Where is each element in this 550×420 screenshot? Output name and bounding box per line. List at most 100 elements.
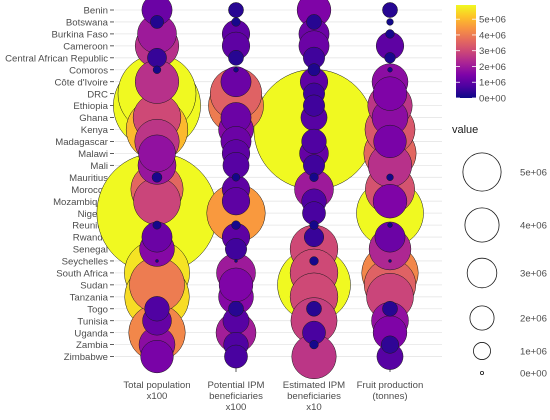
color-bar-label: 3e+06 (479, 46, 506, 57)
size-legend-circle (466, 257, 498, 289)
bubble-point: Seychelles — Total population x100 (155, 259, 159, 263)
bubble-point: Côte d'Ivoire — Potential IPM beneficiar… (220, 66, 252, 98)
y-tick-label: South Africa (56, 269, 108, 280)
y-tick-label: Sudan (80, 280, 108, 291)
bubble-point: Mozambique — Total population x100 (133, 177, 181, 225)
y-tick-label: Zimbabwe (64, 352, 108, 363)
color-bar-label: 4e+06 (479, 30, 506, 41)
bubble-point: Comoros — Estimated IPM beneficiaries x1… (307, 63, 321, 77)
bubble-point: Central African Republic — Potential IPM… (228, 50, 244, 66)
bubble-point: Rwanda — Estimated IPM beneficiaries x10 (304, 227, 324, 248)
bubble-point: Ethiopia — Estimated IPM beneficiaries x… (303, 94, 325, 117)
bubble-point: Seychelles — Fruit production (tonnes) (388, 259, 392, 263)
size-legend-label: 4e+06 (520, 221, 547, 232)
y-tick-label: Tunisia (77, 316, 108, 327)
bubble-point: Zimbabwe — Total population x100 (140, 339, 174, 374)
y-tick-label: Burkina Faso (51, 30, 108, 41)
y-tick-label: Malawi (78, 149, 108, 160)
y-tick-label: Benin (83, 6, 108, 17)
y-tick-label: Comoros (69, 65, 108, 76)
y-tick-label: Seychelles (62, 257, 109, 268)
color-bar (456, 5, 476, 98)
bubble-point: DRC — Fruit production (tonnes) (372, 76, 408, 111)
bubble-point: Mauritius — Potential IPM beneficiaries … (231, 173, 241, 182)
x-tick-label: Potential IPM beneficiaries x100 (207, 380, 264, 413)
color-bar-label: 2e+06 (479, 62, 506, 73)
bubble-point: Reunion — Estimated IPM beneficiaries x1… (309, 220, 319, 230)
bubble-marks: Nigeria — Total population x100Kenya — E… (96, 0, 424, 380)
bubble-point: Mauritius — Fruit production (tonnes) (386, 173, 394, 181)
size-legend-label: 2e+06 (520, 314, 547, 325)
y-tick-label: Uganda (74, 328, 108, 339)
y-tick-label: Rwanda (73, 233, 109, 244)
bubble-point: Mozambique — Potential IPM beneficiaries… (221, 187, 251, 216)
y-tick-label: Mauritius (69, 173, 108, 184)
size-legend-label: 0e+00 (520, 369, 547, 380)
bubble-point: Comoros — Total population x100 (152, 65, 162, 74)
color-legend: 0e+00 1e+06 2e+06 3e+06 4e+06 5e+06 (456, 5, 506, 105)
bubble-point: Togo — Fruit production (tonnes) (382, 300, 398, 317)
size-legend-label: 1e+06 (520, 347, 547, 358)
size-legend-circle (464, 207, 500, 243)
bubble-point: Zimbabwe — Potential IPM beneficiaries x… (224, 344, 248, 369)
bubble-point: Madagascar — Estimated IPM beneficiaries… (301, 128, 327, 155)
y-tick-label: Botswana (66, 18, 109, 29)
y-tick-label: Zambia (76, 340, 109, 351)
bubble-point: Botswana — Total population x100 (150, 15, 164, 29)
x-tick-label: Total population x100 (123, 380, 190, 402)
x-tick-label: Estimated IPM beneficiaries x10 (283, 380, 345, 413)
bubble-point: Reunion — Total population x100 (152, 220, 162, 230)
y-tick-label: Morocco (71, 185, 108, 196)
bubble-point: Reunion — Fruit production (tonnes) (387, 222, 393, 228)
y-tick-label: Ghana (79, 113, 108, 124)
bubble-point: Comoros — Potential IPM beneficiaries x1… (233, 67, 239, 73)
size-legend-label: 5e+06 (520, 168, 547, 179)
bubble-point: Burkina Faso — Fruit production (tonnes) (385, 29, 395, 39)
bubble-point: Mozambique — Fruit production (tonnes) (372, 184, 408, 219)
y-tick-label: Togo (87, 304, 108, 315)
y-tick-label: Kenya (81, 125, 109, 136)
y-tick-label: Nigeria (78, 209, 109, 220)
bubble-point: Sudan — Potential IPM beneficiaries x100 (218, 267, 254, 302)
bubble-point: Botswana — Fruit production (tonnes) (386, 18, 394, 26)
bubble-point: Reunion — Potential IPM beneficiaries x1… (231, 220, 241, 230)
bubble-point: Togo — Estimated IPM beneficiaries x10 (306, 300, 322, 317)
y-tick-label: Tanzania (70, 292, 109, 303)
size-legend-circle (479, 370, 484, 375)
y-tick-label: Central African Republic (5, 53, 108, 64)
bubble-point: Rwanda — Fruit production (tonnes) (374, 221, 406, 253)
y-tick-label: Mali (90, 161, 108, 172)
size-legend-circle (462, 152, 502, 192)
bubble-point: Benin — Fruit production (tonnes) (382, 2, 398, 18)
bubble-point: Mauritius — Total population x100 (151, 172, 163, 183)
bubble-point: Togo — Potential IPM beneficiaries x100 (228, 300, 244, 317)
color-bar-label: 1e+06 (479, 78, 506, 89)
bubble-point: Mauritius — Estimated IPM beneficiaries … (309, 172, 319, 182)
x-tick-label: Fruit production (tonnes) (357, 380, 424, 402)
size-legend-circle (473, 342, 491, 360)
y-tick-label: Mozambique (53, 197, 108, 208)
bubble-point: Togo — Total population x100 (144, 296, 170, 322)
x-axis-labels: Total population x100 Potential IPM benefic… (123, 368, 423, 413)
y-tick-label: Ethiopia (73, 101, 108, 112)
bubble-point: Botswana — Estimated IPM beneficiaries x… (306, 14, 322, 30)
size-legend-title: value (452, 124, 478, 136)
bubble-point: Botswana — Potential IPM beneficiaries x… (231, 17, 241, 27)
y-tick-label: Senegal (73, 245, 108, 256)
bubble-point: Zambia — Estimated IPM beneficiaries x10 (309, 339, 319, 350)
y-tick-label: Reunion (72, 221, 108, 232)
bubble-point: Malawi — Total population x100 (138, 134, 176, 173)
bubble-point: Central African Republic — Fruit product… (384, 52, 396, 64)
color-bar-label: 5e+06 (479, 15, 506, 26)
bubble-point: Madagascar — Fruit production (tonnes) (373, 124, 407, 159)
size-legend-circle (469, 305, 495, 331)
y-tick-label: Cameroon (63, 41, 108, 52)
bubble-point: Central African Republic — Total populat… (147, 47, 167, 68)
size-legend: value 5e+06 4e+06 3e+06 2e+06 1e+06 0e+00 (452, 124, 547, 380)
color-bar-label: 0e+00 (479, 94, 506, 105)
bubble-point: Benin — Potential IPM beneficiaries x100 (228, 2, 244, 18)
bubble-point: Comoros — Fruit production (tonnes) (387, 67, 393, 73)
